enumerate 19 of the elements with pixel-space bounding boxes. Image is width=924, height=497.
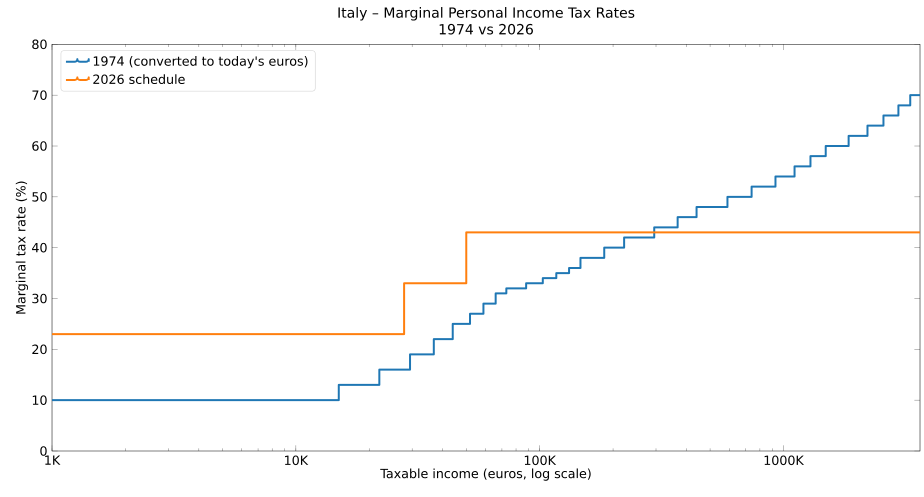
- y-tick-label: 70: [32, 90, 47, 100]
- y-tick-label: 40: [32, 242, 47, 252]
- y-tick-label: 80: [32, 40, 47, 50]
- y-tick-label: 50: [32, 192, 47, 202]
- x-tick-label: 1K: [45, 455, 60, 465]
- y-tick-label: 20: [32, 344, 47, 354]
- x-axis-title: Taxable income (euros, log scale): [380, 468, 591, 481]
- x-tick-label: 1000K: [764, 455, 804, 466]
- x-tick-label: 10K: [285, 455, 308, 466]
- y-axis-title: Marginal tax rate (%): [16, 182, 28, 314]
- x-tick-label: 100K: [524, 455, 556, 466]
- y-tick-label: 0: [40, 446, 47, 456]
- legend-label: 1974 (converted to today's euros): [94, 56, 308, 68]
- y-tick-label: 10: [32, 395, 47, 405]
- chart-title: Italy – Marginal Personal Income Tax Rates: [338, 7, 634, 21]
- legend-label: 2026 schedule: [93, 74, 185, 84]
- y-tick-label: 60: [32, 141, 47, 151]
- y-tick-label: 30: [32, 294, 47, 304]
- chart-subtitle: 1974 vs 2026: [440, 24, 533, 35]
